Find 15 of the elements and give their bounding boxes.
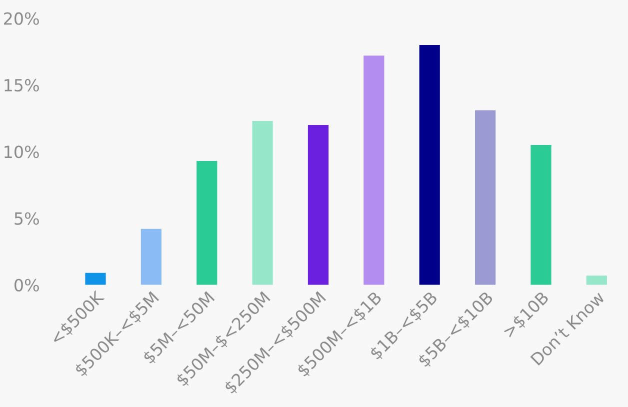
bar <box>530 144 552 285</box>
bar <box>586 276 607 285</box>
bar <box>196 160 218 285</box>
y-tick-label: 0% <box>14 278 39 292</box>
bar <box>364 56 384 285</box>
bar <box>252 120 273 285</box>
bar <box>85 272 106 285</box>
y-tick-label: 5% <box>14 212 39 225</box>
y-tick-label: 20% <box>4 12 39 25</box>
bar <box>419 44 440 285</box>
bar <box>308 124 329 285</box>
bar <box>474 110 496 285</box>
y-tick-label: 10% <box>4 146 39 158</box>
bar <box>140 228 162 285</box>
y-tick-label: 15% <box>4 78 39 92</box>
